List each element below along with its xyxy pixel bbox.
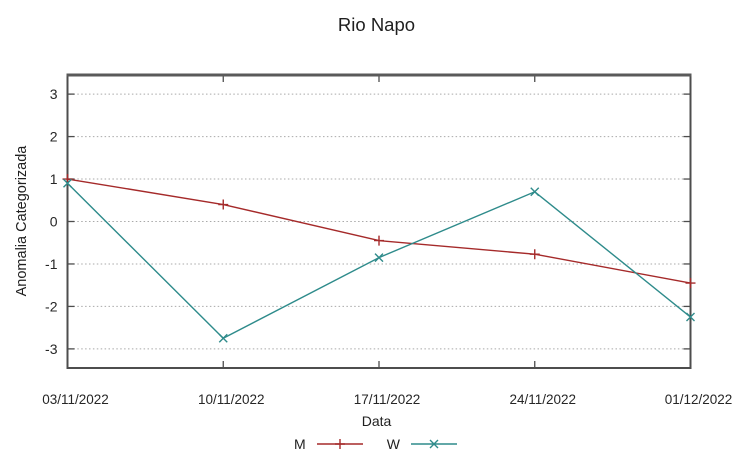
plus-marker-icon bbox=[218, 199, 229, 210]
legend: M W bbox=[0, 434, 753, 454]
y-tick-label: 0 bbox=[50, 214, 58, 230]
x-tick-label: 10/11/2022 bbox=[198, 392, 265, 407]
cross-marker-icon bbox=[63, 178, 72, 188]
cross-marker-icon bbox=[374, 253, 384, 263]
y-tick-label: 1 bbox=[50, 171, 58, 187]
x-tick-label: 01/12/2022 bbox=[665, 392, 733, 407]
x-axis-label: Data bbox=[361, 413, 392, 429]
plus-marker-icon bbox=[334, 439, 345, 449]
plus-marker-icon bbox=[685, 278, 696, 289]
legend-label-w: W bbox=[386, 436, 400, 452]
cross-marker-icon bbox=[218, 333, 228, 343]
cross-marker-icon bbox=[530, 187, 540, 197]
x-tick-label: 17/11/2022 bbox=[354, 392, 421, 407]
y-tick-label: -2 bbox=[45, 298, 58, 314]
cross-marker-icon bbox=[429, 439, 439, 449]
plus-marker-icon bbox=[374, 235, 384, 246]
cross-marker-icon bbox=[686, 312, 695, 322]
y-tick-label: 2 bbox=[50, 129, 58, 145]
y-tick-label: -3 bbox=[45, 341, 58, 357]
y-tick-label: 3 bbox=[50, 86, 58, 102]
y-tick-label: -1 bbox=[45, 256, 58, 272]
legend-label-m: M bbox=[294, 436, 306, 452]
legend-sample-m bbox=[316, 439, 363, 449]
legend-sample-w bbox=[410, 439, 457, 449]
plus-marker-icon bbox=[529, 249, 540, 260]
series-line-M bbox=[67, 178, 691, 284]
x-tick-label: 24/11/2022 bbox=[509, 392, 576, 407]
x-tick-label: 03/11/2022 bbox=[42, 392, 109, 407]
chart-title: Rio Napo bbox=[337, 14, 416, 35]
series-line-W bbox=[67, 182, 691, 340]
